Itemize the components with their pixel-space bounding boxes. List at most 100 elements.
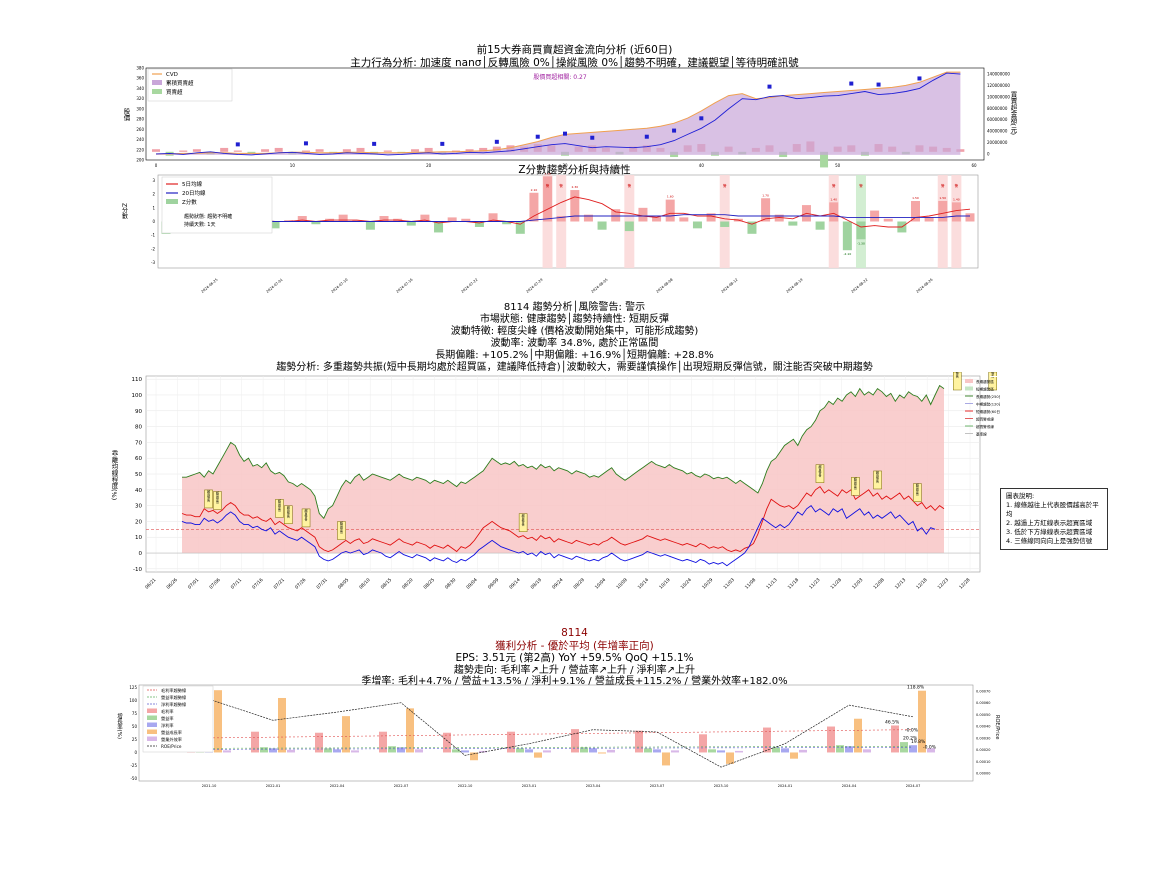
profit-bar-gross bbox=[379, 731, 387, 753]
long-trend-line bbox=[182, 384, 945, 520]
profit-bar-gross bbox=[507, 731, 515, 753]
y-right-tick-label: 40000000 bbox=[987, 129, 1008, 134]
x-tick-label: 08/10 bbox=[358, 577, 372, 591]
signal-label: 超買警告 bbox=[339, 520, 343, 534]
y-tick-label: 80 bbox=[135, 425, 142, 431]
x-tick-label: 12/23 bbox=[937, 577, 951, 591]
x-tick-label: 2024-04 bbox=[842, 784, 857, 788]
cvd-area bbox=[156, 72, 961, 155]
legend-label: 20日均線 bbox=[182, 189, 206, 197]
zscore-bar bbox=[761, 198, 771, 222]
signal-label: 超買警告 bbox=[521, 512, 525, 526]
flow-bar bbox=[301, 150, 310, 152]
x-tick-label: 2024-06-25 bbox=[200, 278, 218, 294]
y-tick-label: 280 bbox=[136, 117, 144, 122]
flow-bar bbox=[451, 150, 460, 152]
zscore-bar bbox=[870, 210, 880, 222]
profit-bar-gross bbox=[635, 730, 643, 753]
profit-title-1: 8114 bbox=[561, 627, 588, 639]
x-tick-label: 09/09 bbox=[487, 577, 501, 591]
panel1-title: 前15大券商買賣超資金流向分析 (近60日) bbox=[476, 44, 673, 56]
signal-box bbox=[873, 470, 882, 490]
legend-label: 長期趨勢區 bbox=[976, 379, 994, 384]
signal-marker bbox=[535, 134, 540, 139]
profit-bar-gross bbox=[443, 732, 451, 753]
zscore-bar bbox=[815, 221, 825, 230]
x-tick-label: 2024-07-16 bbox=[395, 278, 413, 294]
profit-chart: -50 -25 0 25 50 75 100 125 0.00000 0.00010 0.00020… bbox=[115, 683, 1015, 799]
y-tick-label: 50 bbox=[132, 724, 138, 729]
zscore-bar bbox=[515, 221, 525, 234]
profit-bar-opgrowth bbox=[470, 752, 478, 761]
x-tick-label: 2022-10 bbox=[458, 784, 473, 788]
y-tick-label: -25 bbox=[130, 763, 137, 768]
zscore-bar bbox=[583, 214, 593, 222]
legend-label: CVD bbox=[166, 72, 178, 78]
signal-marker bbox=[440, 141, 445, 146]
value-label: 19.8% bbox=[911, 739, 926, 745]
flow-bar bbox=[179, 150, 188, 152]
profit-bar-op bbox=[388, 746, 396, 753]
y-right-tick-label: 0.00020 bbox=[976, 748, 990, 752]
x-tick-label: 2023-01 bbox=[522, 784, 537, 788]
signal-box bbox=[913, 483, 922, 502]
y-right-tick-label: 0 bbox=[987, 152, 990, 157]
profit-bar-gross bbox=[571, 729, 579, 753]
bias-note-line: 3. 低於下方綠線表示超賣區域 bbox=[1006, 528, 1093, 536]
y-tick-label: 20 bbox=[135, 519, 142, 525]
y-right-tick-label: 140000000 bbox=[987, 72, 1010, 77]
signal-marker bbox=[235, 142, 240, 147]
x-tick-label: 09/29 bbox=[572, 577, 586, 591]
zscore-bar bbox=[829, 202, 839, 222]
legend-swatch bbox=[147, 729, 157, 734]
profit-bar-op bbox=[580, 747, 588, 753]
y-right-tick-label: 20000000 bbox=[987, 140, 1008, 145]
legend-label: 超買警戒線 bbox=[976, 417, 994, 422]
legend-label: 淨利率趨勢線 bbox=[161, 701, 187, 708]
profit-bar-gross bbox=[251, 731, 259, 753]
flow-bar bbox=[152, 149, 160, 152]
x-tick-label: 2023-10 bbox=[714, 784, 729, 788]
y-tick-label: 240 bbox=[136, 137, 144, 142]
profit-bar-gross bbox=[827, 726, 835, 753]
x-tick-label: 10/09 bbox=[615, 577, 629, 591]
zscore-bar bbox=[556, 216, 566, 222]
value-label: -0.0% bbox=[923, 744, 937, 750]
profit-bar-net bbox=[461, 750, 469, 753]
x-tick-label: 08/20 bbox=[401, 577, 415, 591]
legend-anchor bbox=[990, 376, 1000, 377]
y-tick-label: -3 bbox=[151, 260, 155, 265]
y-tick-label: 0 bbox=[134, 750, 137, 755]
flow-bar bbox=[261, 149, 270, 152]
legend-label: 買賣超 bbox=[166, 88, 183, 96]
plot-frame bbox=[138, 684, 974, 782]
flow-bar bbox=[424, 147, 433, 152]
alert-label: 警 bbox=[832, 183, 836, 188]
x-tick-label: 11/18 bbox=[787, 577, 801, 591]
alert-label: 警 bbox=[559, 183, 563, 188]
profit-bar-op bbox=[260, 747, 268, 753]
y-right-tick-label: 0.00070 bbox=[976, 690, 990, 694]
alert-label: 警 bbox=[859, 183, 863, 188]
zscore-bar bbox=[679, 217, 689, 222]
y-axis-label: Z分數 bbox=[121, 203, 128, 220]
signal-box bbox=[337, 521, 346, 540]
profit-bar-opgrowth bbox=[214, 690, 222, 753]
y-tick-label: 90 bbox=[135, 409, 142, 415]
value-label: 46.5% bbox=[885, 719, 900, 725]
zscore-bar bbox=[692, 221, 702, 229]
trend-status: 趨勢狀態: 趨勢不明確 bbox=[184, 213, 232, 220]
zscore-bar bbox=[624, 221, 634, 232]
legend-swatch bbox=[965, 386, 973, 391]
x-tick-label: 10/14 bbox=[637, 577, 651, 591]
y-tick-label: 320 bbox=[136, 96, 144, 101]
zscore-bar bbox=[910, 200, 920, 222]
x-tick-label: 2021-10 bbox=[202, 784, 217, 788]
signal-label: 超買警告 bbox=[304, 508, 308, 522]
zscore-bar bbox=[965, 213, 975, 222]
zscore-value-label: -1.30 bbox=[857, 241, 865, 245]
x-tick-label: 11/23 bbox=[808, 577, 822, 591]
x-tick-label: 06/21 bbox=[144, 577, 158, 591]
y-tick-label: 340 bbox=[136, 86, 144, 91]
zscore-bar bbox=[706, 213, 716, 222]
